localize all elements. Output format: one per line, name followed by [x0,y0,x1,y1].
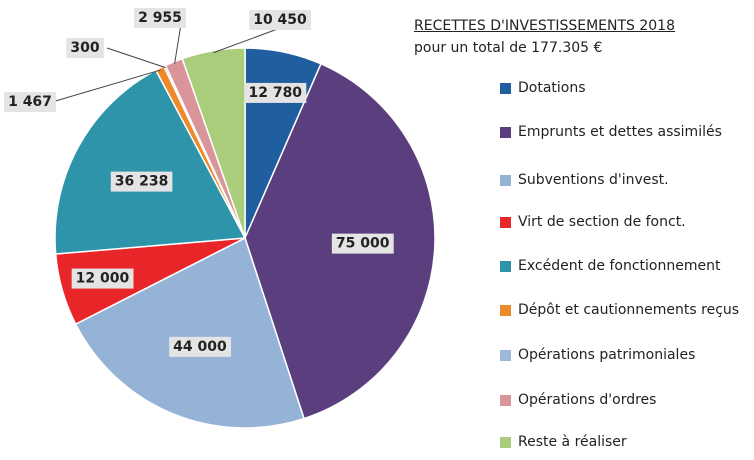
data-label: 36 238 [115,174,169,190]
data-label-bg [4,92,56,112]
data-label: 1 467 [8,94,52,110]
legend-item: Opérations d'ordres [500,390,754,410]
data-label-bg [71,268,134,289]
data-label: 12 780 [248,85,302,101]
legend-item: Virt de section de fonct. [500,212,754,232]
chart-title: RECETTES D'INVESTISSEMENTS 2018 [414,18,675,34]
data-label-bg [110,171,173,192]
data-label-bg [331,233,394,254]
legend-label: Dépôt et cautionnements reçus [518,302,740,318]
data-label-bg [134,8,186,28]
data-label-bg [244,82,307,103]
legend-swatch [500,83,511,94]
data-label-bg [249,10,312,30]
legend-label: Reste à réaliser [518,434,627,450]
data-label: 75 000 [336,236,390,252]
legend-swatch [500,175,511,186]
legend-item: Subventions d'invest. [500,170,754,190]
legend-swatch [500,437,511,448]
legend-swatch [500,395,511,406]
legend-item: Excédent de fonctionnement [500,256,754,276]
legend-item: Opérations patrimoniales [500,345,754,365]
legend-item: Emprunts et dettes assimilés [500,122,754,142]
legend-swatch [500,127,511,138]
legend-item: Dotations [500,78,754,98]
legend-label: Virt de section de fonct. [518,214,686,230]
legend-item: Dépôt et cautionnements reçus [500,300,754,320]
data-label: 300 [70,40,99,56]
legend-swatch [500,350,511,361]
data-label: 44 000 [173,339,227,355]
pie-slice [74,236,305,429]
legend-swatch [500,261,511,272]
legend-label: Opérations patrimoniales [518,347,696,363]
leader-line [51,69,161,103]
legend-label: Dotations [518,80,586,96]
chart-subtitle: pour un total de 177.305 € [414,40,603,56]
legend-label: Emprunts et dettes assimilés [518,124,722,140]
legend-swatch [500,305,511,316]
legend-label: Excédent de fonctionnement [518,258,721,274]
pie-slice [181,47,246,239]
leader-line [106,47,166,69]
legend-label: Subventions d'invest. [518,172,669,188]
data-label: 10 450 [253,12,307,28]
data-label: 12 000 [76,271,130,287]
pie-slice [54,69,247,255]
data-label: 2 955 [138,10,182,26]
legend-label: Opérations d'ordres [518,392,657,408]
legend-item: Reste à réaliser [500,432,754,452]
data-label-bg [169,336,232,357]
legend-swatch [500,217,511,228]
data-label-bg [66,38,104,58]
